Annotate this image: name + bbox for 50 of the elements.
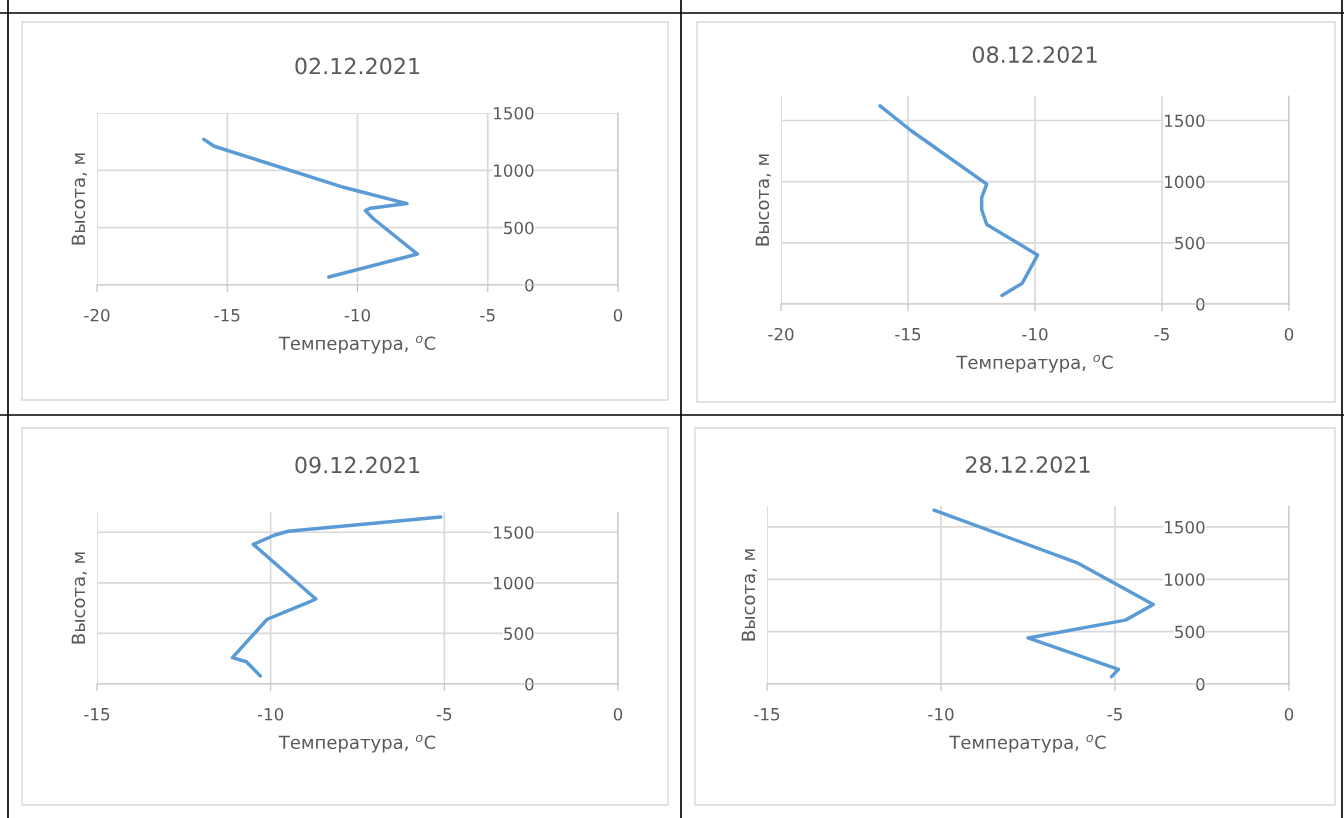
- x-axis-title: Температура, $^{o}$C: [278, 335, 436, 354]
- x-tick-label: -10: [1022, 327, 1048, 341]
- y-tick-label: 0: [525, 278, 534, 292]
- x-tick-label: -15: [214, 309, 240, 322]
- x-axis-title: Температура, $^{o}$C: [949, 734, 1106, 753]
- y-axis-title: Высота, м: [71, 153, 88, 245]
- x-tick-label: -20: [768, 327, 794, 341]
- y-tick-label: 0: [1196, 297, 1205, 311]
- y-tick-label: 1500: [1165, 114, 1205, 128]
- x-axis-title: Температура, $^{o}$C: [956, 354, 1113, 373]
- y-tick-label: 1500: [494, 106, 534, 120]
- x-tick-label: -20: [84, 308, 110, 322]
- x-tick-label: 0: [613, 308, 623, 322]
- chart-title: 08.12.2021: [972, 46, 1097, 63]
- x-tick-label: 0: [1284, 327, 1294, 341]
- y-tick-label: 1000: [494, 164, 534, 177]
- line-series: [230, 515, 443, 678]
- x-tick-label: 0: [1284, 707, 1294, 721]
- x-tick-label: -10: [257, 707, 284, 721]
- line-series: [878, 104, 1040, 298]
- y-tick-label: 0: [525, 677, 534, 691]
- x-tick-label: -5: [436, 708, 452, 721]
- y-tick-label: 500: [1175, 236, 1205, 250]
- y-tick-label: 1000: [1165, 573, 1205, 586]
- chart-title: 02.12.2021: [295, 57, 420, 75]
- y-tick-label: 1000: [1165, 175, 1205, 189]
- x-tick-label: -10: [928, 707, 954, 721]
- y-tick-label: 1500: [494, 526, 534, 539]
- x-tick-label: -5: [1107, 708, 1122, 721]
- line-series: [932, 508, 1156, 679]
- x-tick-label: -5: [1154, 328, 1169, 341]
- x-tick-label: -15: [895, 328, 921, 341]
- x-tick-label: 0: [613, 707, 623, 721]
- y-tick-label: 500: [504, 627, 534, 640]
- x-axis-title: Температура, $^{o}$C: [278, 734, 436, 753]
- chart-title: 09.12.2021: [295, 456, 420, 474]
- x-tick-label: -10: [344, 308, 370, 322]
- line-series: [202, 137, 420, 279]
- y-tick-label: 1500: [1165, 520, 1205, 534]
- y-tick-label: 1000: [494, 576, 534, 590]
- y-tick-label: 500: [504, 221, 534, 235]
- y-tick-label: 500: [1175, 625, 1205, 639]
- x-tick-label: -5: [480, 309, 495, 322]
- x-tick-label: -15: [84, 708, 110, 721]
- y-tick-label: 0: [1196, 677, 1205, 691]
- y-axis-title: Высота, м: [741, 549, 758, 641]
- y-axis-title: Высота, м: [71, 552, 88, 644]
- x-tick-label: -15: [754, 708, 780, 721]
- y-axis-title: Высота, м: [755, 154, 772, 246]
- chart-title: 28.12.2021: [966, 456, 1090, 473]
